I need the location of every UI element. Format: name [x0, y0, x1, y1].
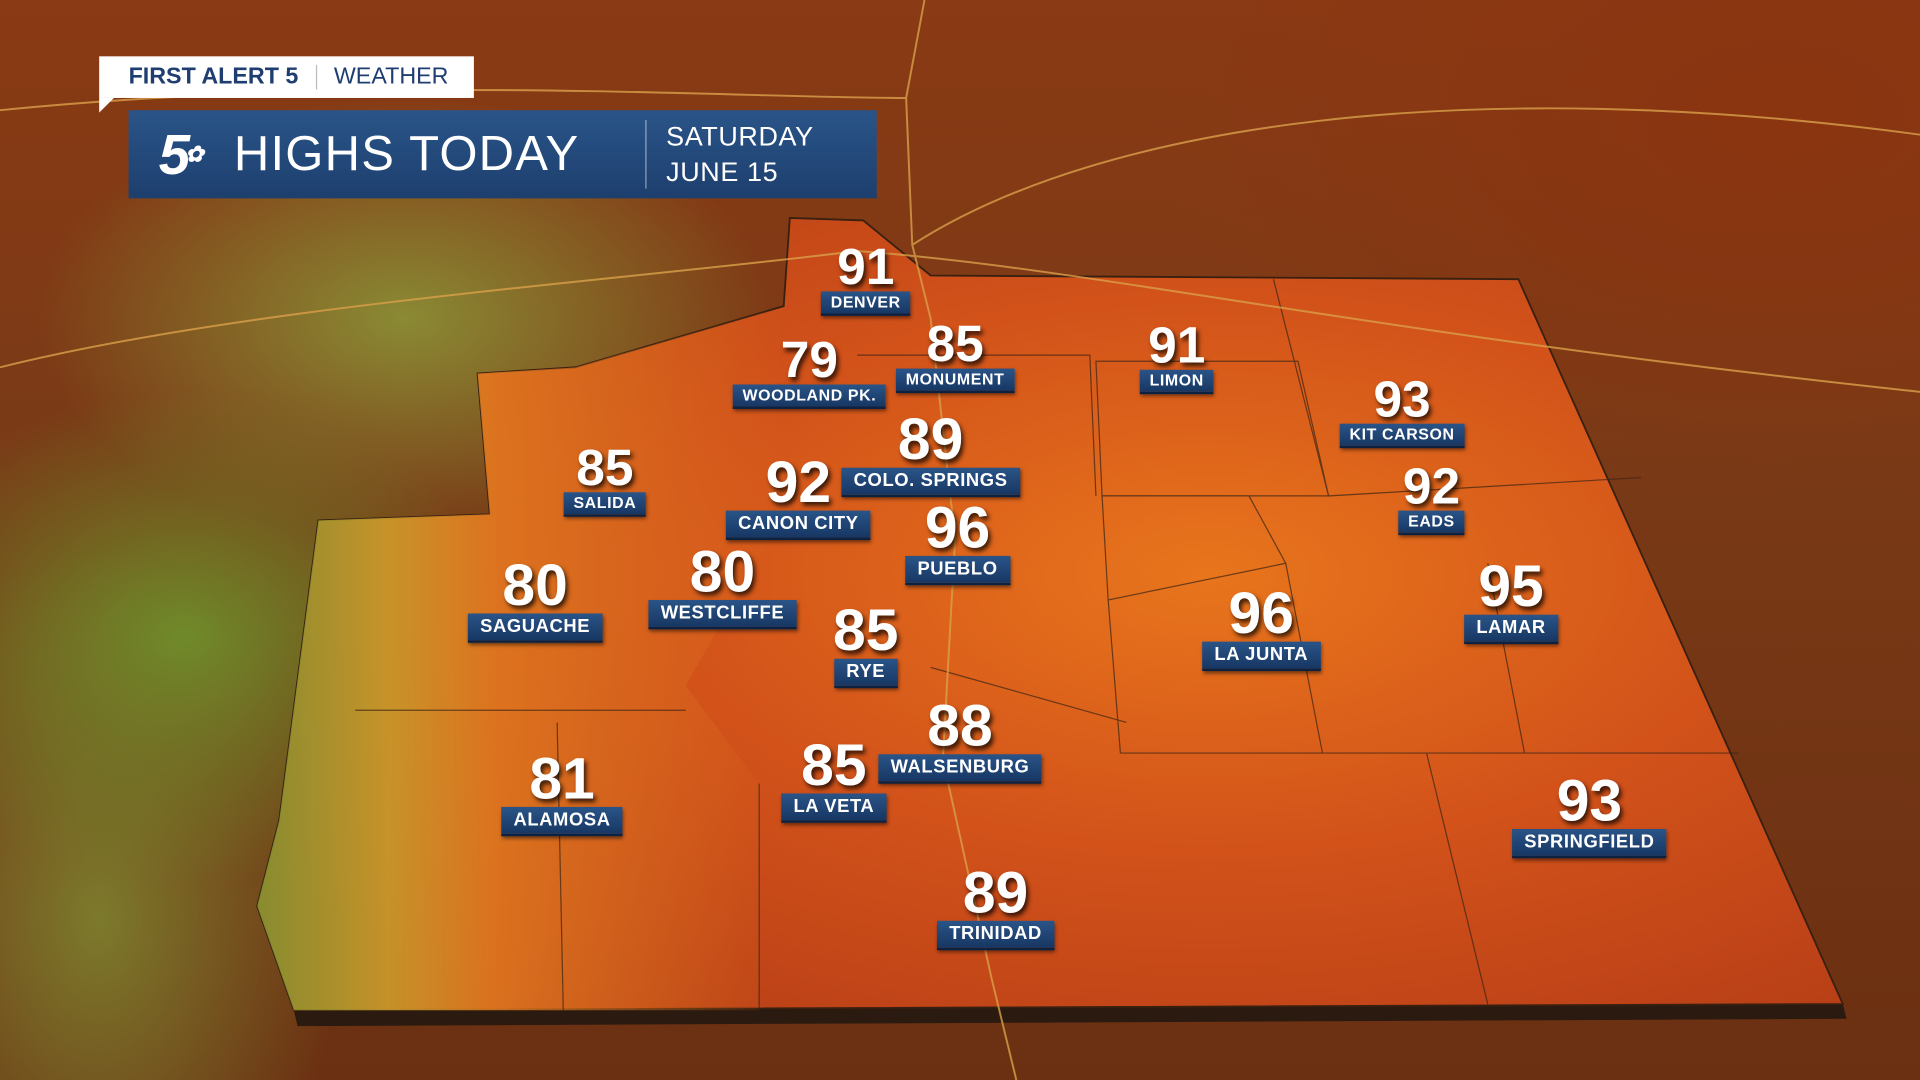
page-title: HIGHS TODAY	[233, 126, 580, 181]
brand-tag: FIRST ALERT 5 WEATHER	[99, 56, 474, 113]
station-logo: 5 ✿	[158, 122, 204, 187]
high-temp: 79	[780, 330, 838, 389]
city-label: COLO. SPRINGS	[841, 467, 1020, 498]
city-marker: 85 SALIDA	[563, 438, 647, 517]
city-marker: 89 COLO. SPRINGS	[841, 407, 1020, 498]
city-marker: 96 LA JUNTA	[1202, 581, 1321, 672]
date-label: JUNE 15	[666, 156, 779, 188]
city-label: TRINIDAD	[936, 920, 1055, 951]
city-label: EADS	[1398, 510, 1465, 536]
city-label: LAMAR	[1464, 614, 1558, 645]
city-label: WALSENBURG	[878, 754, 1042, 784]
city-label: ALAMOSA	[501, 806, 623, 837]
city-marker: 95 LAMAR	[1464, 554, 1558, 645]
city-label: SPRINGFIELD	[1512, 828, 1667, 859]
divider	[315, 64, 317, 90]
city-label: CANON CITY	[725, 510, 871, 541]
brand-name: FIRST ALERT 5	[128, 63, 299, 90]
city-label: SALIDA	[563, 492, 647, 517]
city-marker: 85 RYE	[833, 598, 899, 689]
peacock-icon: ✿	[185, 141, 204, 166]
high-temp: 96	[1228, 581, 1294, 647]
city-label: DENVER	[820, 291, 911, 316]
city-marker: 91 DENVER	[820, 237, 911, 316]
city-marker: 91 LIMON	[1139, 315, 1214, 395]
mountain-region	[257, 306, 784, 1011]
city-label: SAGUACHE	[467, 613, 603, 643]
city-marker: 93 KIT CARSON	[1339, 369, 1465, 449]
high-temp: 92	[765, 450, 832, 516]
high-temp: 95	[1478, 554, 1544, 620]
divider	[645, 120, 647, 189]
high-temp: 89	[962, 860, 1029, 926]
high-temp: 91	[837, 237, 895, 296]
city-marker: 80 SAGUACHE	[467, 553, 603, 643]
city-marker: 79 WOODLAND PK.	[732, 330, 887, 409]
city-label: KIT CARSON	[1339, 423, 1465, 449]
city-label: LIMON	[1139, 369, 1214, 395]
title-banner: 5 ✿ HIGHS TODAY SATURDAY JUNE 15	[128, 110, 877, 199]
date-block: SATURDAY JUNE 15	[666, 119, 814, 190]
city-marker: 80 WESTCLIFFE	[648, 540, 797, 630]
city-label: RYE	[834, 658, 898, 689]
city-marker: 85 LA VETA	[781, 733, 887, 823]
city-marker: 85 MONUMENT	[895, 314, 1015, 394]
high-temp: 89	[897, 407, 964, 473]
city-marker: 92 CANON CITY	[725, 450, 871, 541]
city-label: LA JUNTA	[1202, 641, 1321, 672]
high-temp: 85	[926, 314, 984, 373]
city-marker: 92 EADS	[1398, 456, 1465, 536]
high-temp: 85	[833, 598, 899, 664]
high-temp: 92	[1402, 456, 1461, 515]
city-label: PUEBLO	[905, 555, 1010, 586]
high-temp: 91	[1148, 315, 1206, 374]
city-marker: 81 ALAMOSA	[501, 746, 623, 837]
city-label: MONUMENT	[895, 368, 1015, 394]
city-marker: 96 PUEBLO	[905, 495, 1010, 586]
high-temp: 96	[924, 495, 991, 561]
high-temp: 93	[1556, 768, 1623, 834]
city-label: LA VETA	[781, 793, 887, 823]
city-marker: 89 TRINIDAD	[936, 860, 1055, 951]
high-temp: 88	[927, 694, 993, 760]
high-temp: 81	[529, 746, 595, 812]
high-temp: 85	[576, 438, 634, 496]
high-temp: 93	[1373, 369, 1431, 428]
section-name: WEATHER	[333, 63, 449, 90]
city-label: WOODLAND PK.	[732, 384, 887, 409]
city-marker: 93 SPRINGFIELD	[1512, 768, 1667, 859]
city-label: WESTCLIFFE	[648, 600, 797, 630]
day-label: SATURDAY	[666, 121, 814, 152]
high-temp: 80	[502, 553, 568, 619]
high-temp: 80	[689, 540, 756, 605]
high-temp: 85	[801, 733, 867, 799]
city-marker: 88 WALSENBURG	[878, 694, 1042, 784]
